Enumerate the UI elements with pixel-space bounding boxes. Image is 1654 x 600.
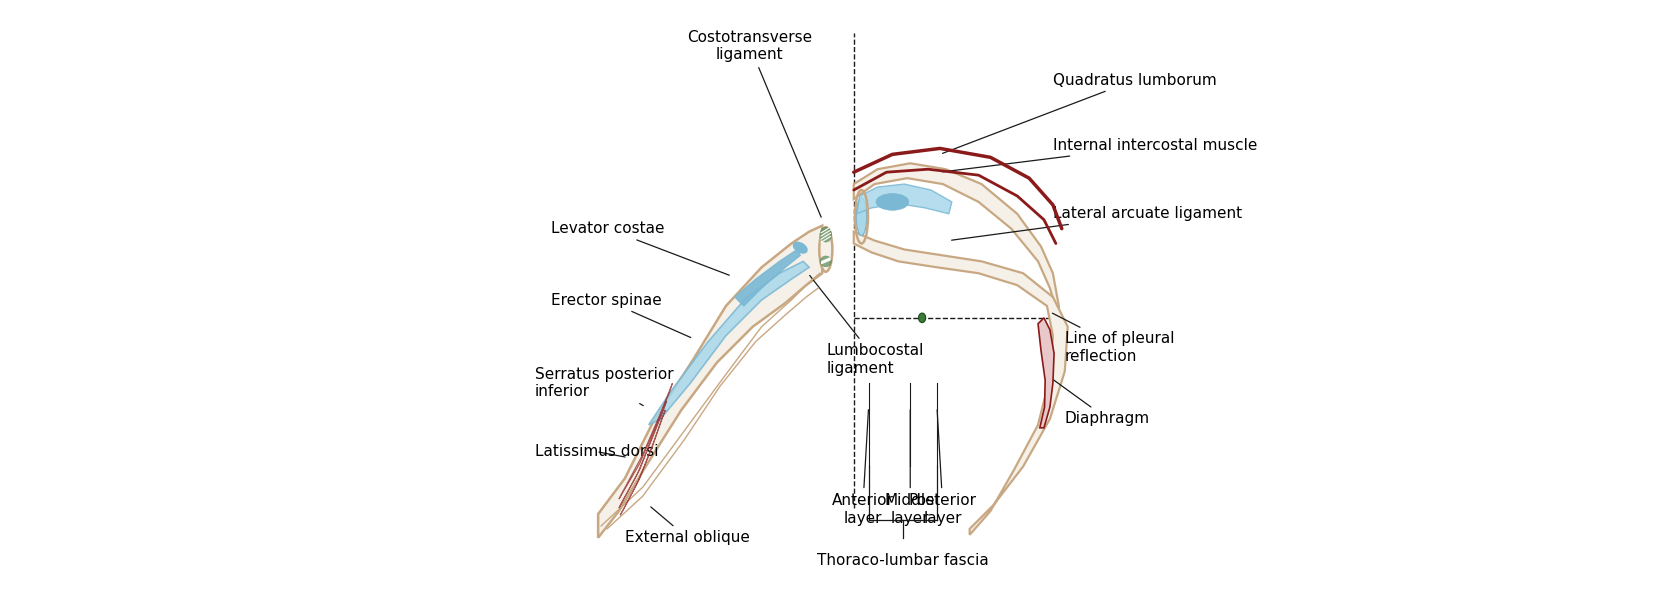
Ellipse shape [820,256,832,267]
Text: Costotransverse
ligament: Costotransverse ligament [686,30,820,217]
Ellipse shape [918,313,926,323]
Polygon shape [853,232,1068,535]
Text: External oblique: External oblique [625,507,749,545]
Text: Internal intercostal muscle: Internal intercostal muscle [943,138,1257,172]
Text: Anterior
layer: Anterior layer [832,410,893,526]
Text: Lateral arcuate ligament: Lateral arcuate ligament [951,206,1242,240]
Text: Thoraco-lumbar fascia: Thoraco-lumbar fascia [817,553,989,568]
Polygon shape [853,163,1059,318]
Text: Diaphragm: Diaphragm [1052,379,1150,427]
Text: Erector spinae: Erector spinae [551,293,691,338]
Ellipse shape [820,227,832,242]
Polygon shape [620,410,665,515]
Text: Levator costae: Levator costae [551,221,729,275]
Text: Middle
layer: Middle layer [885,410,936,526]
Ellipse shape [794,242,807,253]
Ellipse shape [877,194,908,210]
Text: Posterior
layer: Posterior layer [910,410,978,526]
Text: Lumbocostal
ligament: Lumbocostal ligament [810,275,925,376]
Text: Latissimus dorsi: Latissimus dorsi [534,444,658,459]
Polygon shape [648,262,809,425]
Polygon shape [857,184,951,214]
Polygon shape [1039,318,1054,428]
Polygon shape [619,401,667,508]
Ellipse shape [857,198,867,236]
Text: Quadratus lumborum: Quadratus lumborum [943,73,1217,154]
Text: Line of pleural
reflection: Line of pleural reflection [1052,313,1174,364]
Ellipse shape [819,227,832,272]
Text: Serratus posterior
inferior: Serratus posterior inferior [534,367,673,406]
Polygon shape [734,250,801,306]
Polygon shape [619,383,673,499]
Polygon shape [599,226,822,538]
